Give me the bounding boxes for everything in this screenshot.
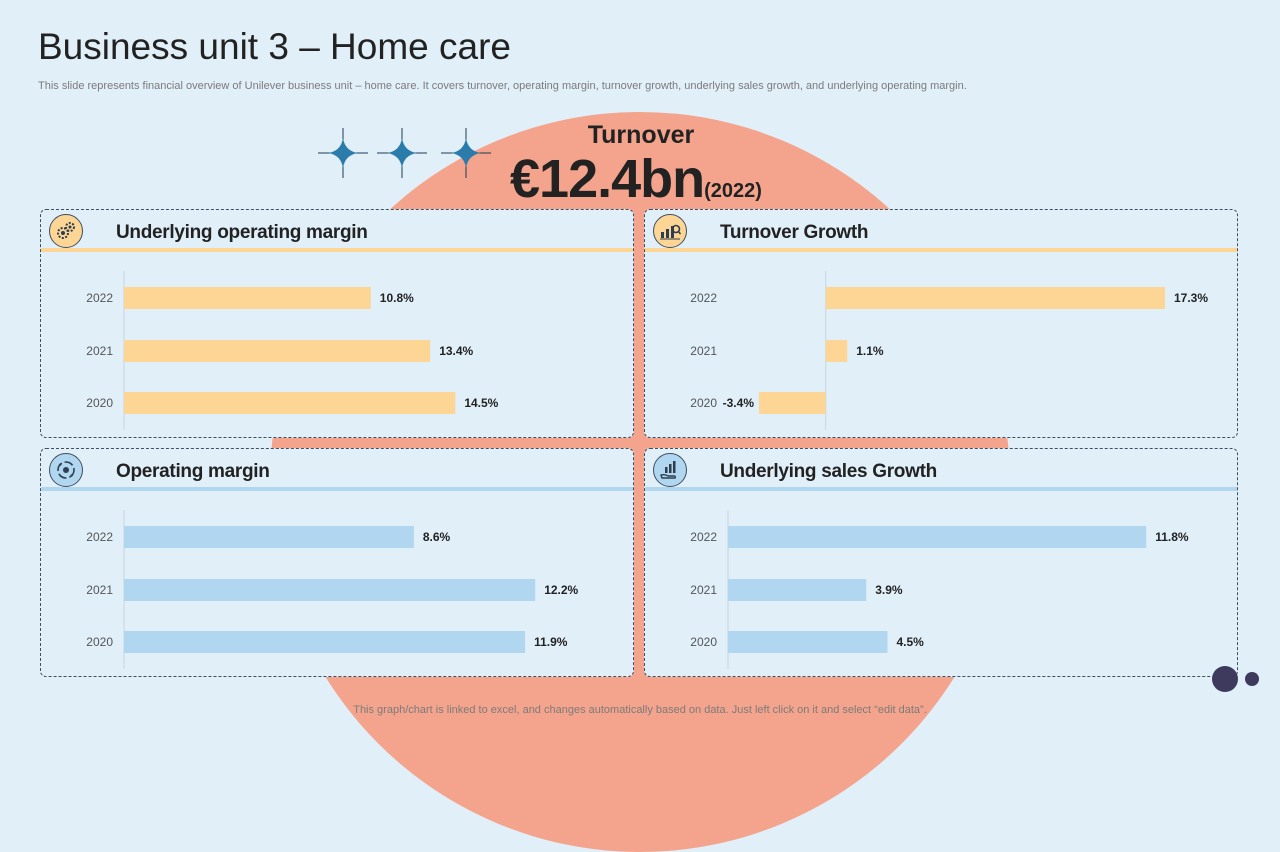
turnover-year: (2022): [704, 180, 762, 202]
bar-2022: [124, 526, 414, 548]
bar-2021: [124, 340, 431, 362]
bar-chart-underlying-sales-growth: 2022 11.8% 2021 3.9% 2020 4.5%: [690, 510, 1189, 669]
sparkle-icon: [318, 128, 368, 178]
tick-label-2020: 2020: [690, 396, 717, 410]
header-rule: [41, 487, 633, 491]
tick-label-2022: 2022: [690, 530, 717, 544]
tick-label-2022: 2022: [86, 291, 113, 305]
tick-label-2020: 2020: [690, 635, 717, 649]
panel-underlying-operating-margin: Underlying operating margin 2022 10.8% 202…: [40, 209, 634, 438]
page-subtitle: This slide represents financial overview…: [38, 80, 967, 92]
header-rule: [41, 248, 633, 252]
data-label-2022: 10.8%: [380, 291, 414, 305]
panel-operating-margin: Operating margin 2022 8.6% 2021 12.2% 2020 11…: [40, 448, 634, 677]
bar-chart-underlying-operating-margin: 2022 10.8% 2021 13.4% 2020 14.5%: [86, 271, 499, 430]
data-label-2020: 11.9%: [534, 635, 568, 649]
data-label-2020: 4.5%: [896, 635, 924, 649]
bar-2020: [728, 631, 888, 653]
tick-label-2021: 2021: [86, 344, 113, 358]
tick-label-2020: 2020: [86, 396, 113, 410]
sparkle-icon: [441, 128, 491, 178]
tick-label-2021: 2021: [86, 583, 113, 597]
header-rule: [645, 487, 1237, 491]
decorative-dot: [1212, 666, 1238, 692]
turnover-label: Turnover: [587, 121, 695, 149]
cycle-icon: [49, 453, 83, 487]
sparkle-icon: [377, 128, 427, 178]
page-title: Business unit 3 – Home care: [38, 26, 512, 67]
hand-chart-icon: [653, 453, 687, 487]
turnover-value-group: €12.4bn(2022): [510, 148, 762, 210]
bar-2021: [124, 579, 536, 601]
panel-header: Underlying operating margin: [41, 210, 633, 254]
bar-2020: [124, 631, 526, 653]
bar-2021: [825, 340, 848, 362]
bar-2021: [728, 579, 867, 601]
header-rule: [645, 248, 1237, 252]
data-label-2021: 1.1%: [856, 344, 884, 358]
panel-header: Operating margin: [41, 449, 633, 493]
tick-label-2020: 2020: [86, 635, 113, 649]
data-label-2022: 17.3%: [1174, 291, 1208, 305]
turnover-value: €12.4bn: [510, 149, 705, 209]
gears-icon: [49, 214, 83, 248]
panel-underlying-sales-growth: Underlying sales Growth 2022 11.8% 2021 3.9…: [644, 448, 1238, 677]
bar-2022: [124, 287, 371, 309]
bar-2020: [124, 392, 456, 414]
tick-label-2021: 2021: [690, 583, 717, 597]
decorative-dot: [1245, 672, 1259, 686]
bar-chart-operating-margin: 2022 8.6% 2021 12.2% 2020 11.9%: [86, 510, 579, 669]
data-label-2020: -3.4%: [723, 396, 755, 410]
tick-label-2022: 2022: [86, 530, 113, 544]
data-label-2020: 14.5%: [464, 396, 498, 410]
panel-title: Turnover Growth: [720, 222, 869, 243]
data-label-2021: 3.9%: [875, 583, 903, 597]
panel-title: Operating margin: [116, 461, 270, 482]
panel-title: Underlying operating margin: [116, 222, 368, 243]
growth-chart-icon: [653, 214, 687, 248]
bar-2022: [825, 287, 1165, 309]
bar-2022: [728, 526, 1147, 548]
panel-title: Underlying sales Growth: [720, 461, 937, 482]
bar-2020: [759, 392, 826, 414]
panel-header: Underlying sales Growth: [645, 449, 1237, 493]
tick-label-2021: 2021: [690, 344, 717, 358]
data-label-2021: 12.2%: [544, 583, 578, 597]
data-label-2022: 8.6%: [423, 530, 451, 544]
tick-label-2022: 2022: [690, 291, 717, 305]
footer-note: This graph/chart is linked to excel, and…: [353, 704, 927, 716]
panel-header: Turnover Growth: [645, 210, 1237, 254]
panel-turnover-growth: Turnover Growth 2022 17.3% 2021 1.1% 2020 -3.…: [644, 209, 1238, 438]
bar-chart-turnover-growth: 2022 17.3% 2021 1.1% 2020 -3.4%: [690, 271, 1208, 430]
data-label-2021: 13.4%: [439, 344, 473, 358]
data-label-2022: 11.8%: [1155, 530, 1189, 544]
